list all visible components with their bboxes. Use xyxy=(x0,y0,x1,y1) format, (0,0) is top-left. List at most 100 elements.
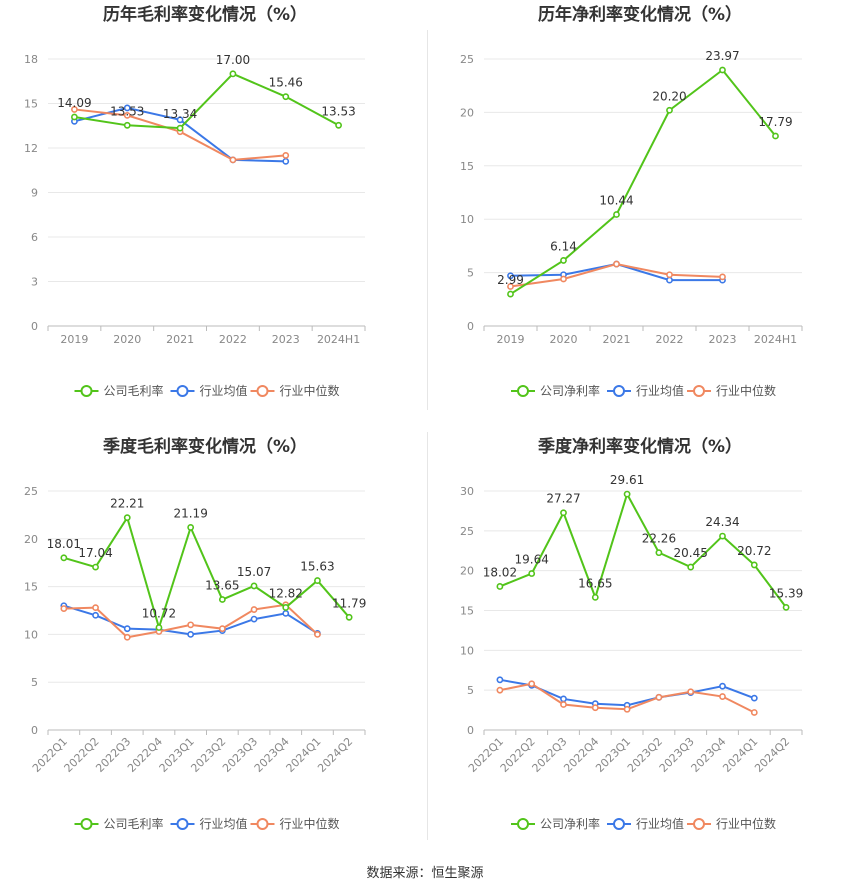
data-point xyxy=(719,682,726,690)
legend-item[interactable]: 公司毛利率 xyxy=(74,383,164,398)
chart-2: 历年净利率变化情况（%） 0 5 10 15 20 25 2019 2020 2021 2022 20… xyxy=(460,4,803,398)
data-label: 6.14 xyxy=(550,239,577,253)
legend-item[interactable]: 公司净利率 xyxy=(511,383,600,398)
data-point xyxy=(560,275,567,283)
vertical-divider-top xyxy=(427,30,428,410)
data-point xyxy=(623,705,631,713)
data-label: 13.65 xyxy=(205,579,239,593)
legend-item[interactable]: 行业中位数 xyxy=(250,383,340,398)
series-line xyxy=(499,491,787,608)
series-line xyxy=(499,678,755,707)
y-tick-label: 20 xyxy=(460,106,474,119)
data-label: 15.39 xyxy=(769,586,803,600)
data-point xyxy=(314,577,321,584)
data-point xyxy=(282,604,290,611)
data-label: 19.64 xyxy=(515,553,549,567)
y-tick-label: 25 xyxy=(460,53,474,66)
data-point xyxy=(123,633,131,641)
legend-label: 公司毛利率 xyxy=(104,816,164,831)
data-point xyxy=(613,260,620,268)
data-point xyxy=(250,606,258,613)
data-point xyxy=(507,283,514,290)
data-point xyxy=(782,603,790,611)
legend-label: 行业中位数 xyxy=(280,383,340,398)
chart-title: 季度净利率变化情况（%） xyxy=(538,436,742,457)
x-tick-label: 2022 xyxy=(219,333,247,346)
series-line xyxy=(509,68,777,295)
x-tick-label: 2019 xyxy=(497,333,525,346)
data-label: 17.04 xyxy=(78,546,112,560)
data-point xyxy=(591,593,599,601)
data-point xyxy=(218,625,226,633)
data-label: 17.79 xyxy=(758,115,792,129)
data-point xyxy=(123,625,131,633)
data-point xyxy=(155,624,163,631)
y-tick-label: 15 xyxy=(24,581,38,594)
y-tick-label: 6 xyxy=(31,231,38,244)
legend-item[interactable]: 行业中位数 xyxy=(687,816,776,831)
data-label: 22.26 xyxy=(642,532,676,546)
data-label: 13.53 xyxy=(321,104,355,118)
legend-item[interactable]: 公司净利率 xyxy=(511,816,600,831)
data-label: 24.34 xyxy=(705,515,739,529)
data-point xyxy=(335,121,342,129)
data-point xyxy=(655,549,663,557)
legend-item[interactable]: 行业中位数 xyxy=(687,383,776,398)
data-label: 15.63 xyxy=(300,560,334,574)
data-point xyxy=(250,582,258,590)
data-label: 15.07 xyxy=(237,565,271,579)
data-point xyxy=(591,704,599,712)
data-label: 22.21 xyxy=(110,497,144,511)
y-tick-label: 10 xyxy=(24,628,38,641)
data-point xyxy=(71,106,78,113)
x-tick-label: 2024Q2 xyxy=(752,735,792,775)
legend-marker xyxy=(517,385,529,397)
legend-item[interactable]: 行业均值 xyxy=(170,383,248,398)
legend-item[interactable]: 公司毛利率 xyxy=(74,816,164,831)
legend-label: 行业中位数 xyxy=(280,816,340,831)
legend-label: 行业中位数 xyxy=(716,383,776,398)
y-tick-label: 0 xyxy=(31,724,38,737)
data-point xyxy=(666,276,673,284)
legend-marker xyxy=(256,818,269,830)
y-tick-label: 30 xyxy=(460,485,474,498)
chart-4: 季度净利率变化情况（%）0510152025302022Q12022Q22022… xyxy=(460,436,803,831)
y-tick-label: 25 xyxy=(460,525,474,538)
data-point xyxy=(496,686,504,694)
vertical-divider-bottom xyxy=(427,432,428,840)
data-label: 27.27 xyxy=(546,492,580,506)
x-tick-label: 2020 xyxy=(550,333,578,346)
data-label: 29.61 xyxy=(610,473,644,487)
y-tick-label: 10 xyxy=(460,213,474,226)
data-point xyxy=(92,604,99,612)
data-point xyxy=(687,688,695,696)
legend-marker xyxy=(80,385,93,397)
data-point xyxy=(187,524,195,531)
legend-item[interactable]: 行业中位数 xyxy=(250,816,340,831)
data-point xyxy=(123,104,131,112)
legend-item[interactable]: 行业均值 xyxy=(607,816,684,831)
data-point xyxy=(750,561,758,569)
legend-item[interactable]: 行业均值 xyxy=(170,816,248,831)
y-tick-label: 18 xyxy=(24,53,38,66)
chart-title: 季度毛利率变化情况（%） xyxy=(103,436,307,457)
data-point xyxy=(719,273,726,281)
data-point xyxy=(282,93,290,101)
x-tick-label: 2019 xyxy=(60,333,88,346)
legend-marker xyxy=(613,385,625,397)
data-point xyxy=(250,615,258,623)
data-point xyxy=(772,132,779,140)
x-tick-label: 2020 xyxy=(113,333,141,346)
data-point xyxy=(750,694,758,702)
x-tick-label: 2024H1 xyxy=(317,333,360,346)
x-tick-label: 2024H1 xyxy=(754,333,797,346)
data-point xyxy=(218,596,226,603)
legend-item[interactable]: 行业均值 xyxy=(607,383,684,398)
y-tick-label: 15 xyxy=(24,98,38,111)
data-label: 14.09 xyxy=(57,96,91,110)
series-line xyxy=(63,604,318,636)
x-tick-label: 2021 xyxy=(166,333,194,346)
data-point xyxy=(229,156,237,164)
y-tick-label: 5 xyxy=(467,684,474,697)
data-point xyxy=(123,121,131,129)
